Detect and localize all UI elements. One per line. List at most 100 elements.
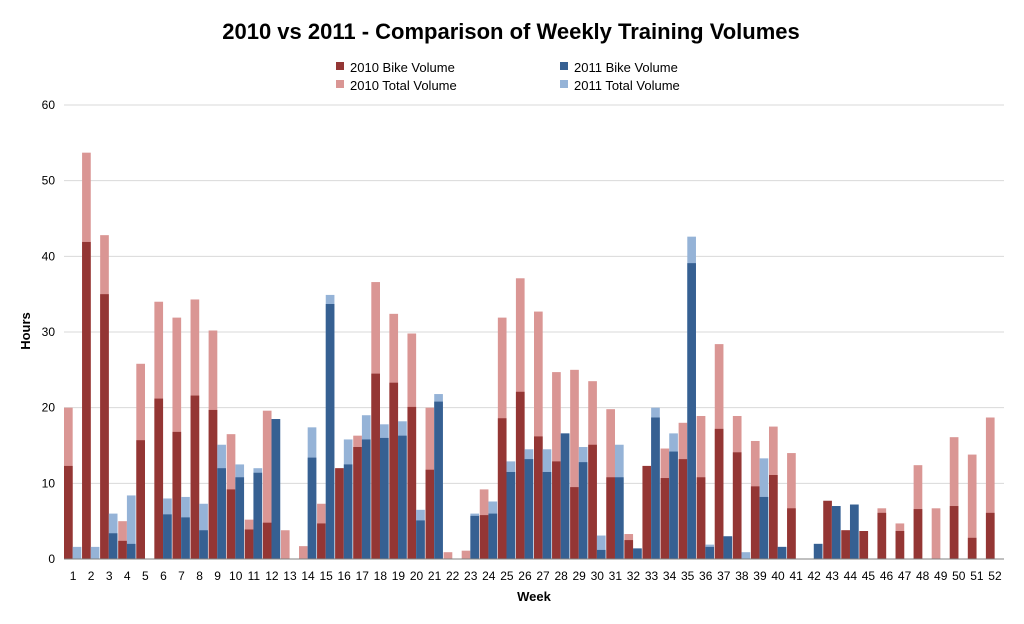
bar-week-17-2010-bike — [353, 447, 362, 559]
bar-week-14-2010-total — [299, 546, 308, 559]
y-tick-label-60: 60 — [42, 98, 56, 112]
x-tick-label-49: 49 — [934, 569, 948, 583]
y-axis-title: Hours — [18, 312, 33, 350]
bar-week-19-2010-bike — [389, 382, 399, 559]
bar-week-11-2011-bike — [253, 472, 263, 559]
bar-week-29-2011-bike — [578, 462, 588, 559]
x-tick-label-23: 23 — [464, 569, 478, 583]
x-tick-label-52: 52 — [988, 569, 1002, 583]
bar-week-49-2010-total — [931, 508, 941, 559]
bar-week-8-2011-bike — [199, 530, 208, 559]
bar-week-48-2010-bike — [913, 509, 923, 559]
bar-week-29-2010-bike — [570, 487, 579, 559]
bar-week-19-2011-bike — [398, 435, 407, 559]
bar-week-45-2010-bike — [859, 531, 869, 559]
bar-week-25-2011-bike — [506, 471, 516, 559]
x-tick-label-8: 8 — [196, 569, 203, 583]
bar-week-17-2011-bike — [361, 439, 371, 559]
bar-week-44-2011-bike — [849, 504, 859, 559]
y-tick-label-0: 0 — [48, 552, 55, 566]
bar-week-37-2010-bike — [714, 428, 724, 559]
bar-week-4-2010-total — [118, 521, 127, 559]
x-tick-label-25: 25 — [500, 569, 514, 583]
legend-label-2011-bike: 2011 Bike Volume — [574, 60, 678, 75]
bar-week-23-2010-total — [461, 550, 471, 559]
y-tick-label-20: 20 — [42, 401, 56, 415]
bar-week-23-2011-bike — [470, 515, 480, 559]
bars — [64, 152, 995, 560]
bar-week-36-2010-bike — [696, 477, 706, 559]
y-tick-label-40: 40 — [42, 249, 56, 263]
bar-week-33-2011-bike — [651, 417, 660, 559]
bar-week-24-2011-bike — [488, 513, 498, 559]
bar-week-43-2010-bike — [823, 500, 832, 559]
x-tick-label-29: 29 — [573, 569, 587, 583]
x-tick-label-35: 35 — [681, 569, 695, 583]
x-tick-label-28: 28 — [554, 569, 568, 583]
x-tick-label-12: 12 — [265, 569, 279, 583]
legend-swatch-2010-total — [336, 80, 344, 88]
y-tick-label-50: 50 — [42, 174, 56, 188]
bar-week-34-2011-bike — [669, 451, 678, 559]
x-tick-label-45: 45 — [862, 569, 876, 583]
bar-week-27-2010-bike — [534, 436, 543, 559]
bar-week-24-2010-bike — [479, 515, 489, 559]
x-tick-label-32: 32 — [627, 569, 641, 583]
bar-week-10-2011-bike — [235, 477, 245, 559]
x-tick-label-11: 11 — [248, 569, 261, 583]
bar-week-27-2010-total — [534, 311, 543, 559]
bar-week-20-2011-bike — [416, 520, 425, 559]
x-tick-label-33: 33 — [645, 569, 659, 583]
chart-title: 2010 vs 2011 - Comparison of Weekly Trai… — [222, 19, 800, 44]
bar-week-42-2011-bike — [813, 543, 823, 559]
bar-week-34-2010-bike — [660, 478, 670, 559]
bar-week-44-2010-bike — [841, 530, 850, 559]
x-tick-label-24: 24 — [482, 569, 496, 583]
x-tick-label-9: 9 — [214, 569, 221, 583]
bar-week-50-2010-total — [949, 437, 959, 559]
bar-week-40-2011-bike — [777, 546, 787, 559]
bar-week-31-2010-bike — [606, 477, 615, 559]
bar-week-5-2010-bike — [136, 440, 145, 559]
bar-week-21-2010-bike — [425, 469, 435, 559]
x-tick-label-4: 4 — [124, 569, 131, 583]
bar-week-27-2011-bike — [542, 471, 552, 559]
bar-week-39-2010-bike — [750, 486, 760, 559]
bar-week-30-2011-bike — [596, 549, 606, 559]
legend-label-2010-total: 2010 Total Volume — [350, 78, 457, 93]
bar-week-12-2010-bike — [262, 522, 272, 559]
bar-week-28-2010-bike — [552, 461, 561, 559]
bar-week-12-2010-total — [262, 410, 272, 559]
x-tick-label-15: 15 — [319, 569, 333, 583]
bar-week-29-2010-total — [570, 369, 579, 559]
bar-week-50-2010-bike — [949, 506, 959, 559]
x-tick-label-16: 16 — [338, 569, 352, 583]
x-tick-label-21: 21 — [428, 569, 442, 583]
x-tick-label-6: 6 — [160, 569, 167, 583]
bar-week-2-2011-total — [90, 546, 100, 559]
chart-legend: 2010 Bike Volume 2011 Bike Volume 2010 T… — [336, 60, 680, 93]
x-tick-label-36: 36 — [699, 569, 713, 583]
bar-week-9-2010-bike — [208, 409, 218, 559]
x-tick-label-30: 30 — [591, 569, 605, 583]
bar-week-8-2010-bike — [190, 395, 200, 559]
x-tick-label-34: 34 — [663, 569, 677, 583]
bar-week-6-2011-bike — [163, 514, 172, 559]
x-axis-tick-labels: 1 2 3 4 5 6 7 8 9 10 11 12 13 14 15 16 17 18 19 20 21 22 23 24 2… — [70, 569, 1002, 583]
bar-week-32-2011-bike — [633, 548, 642, 559]
bar-week-15-2010-bike — [317, 523, 326, 559]
bar-week-26-2011-bike — [524, 459, 534, 559]
legend-swatch-2011-total — [560, 80, 568, 88]
x-tick-label-40: 40 — [771, 569, 785, 583]
bar-week-21-2011-bike — [434, 401, 443, 559]
bar-week-36-2011-bike — [705, 546, 715, 559]
bar-week-2-2010-bike — [82, 241, 91, 559]
bar-week-20-2010-bike — [407, 406, 417, 559]
bar-week-40-2010-bike — [769, 475, 778, 559]
bar-week-52-2010-total — [985, 417, 995, 559]
bar-week-15-2011-bike — [325, 304, 335, 559]
bar-week-1-2011-total — [72, 546, 82, 559]
x-tick-label-50: 50 — [952, 569, 966, 583]
bar-week-38-2010-bike — [732, 452, 742, 559]
